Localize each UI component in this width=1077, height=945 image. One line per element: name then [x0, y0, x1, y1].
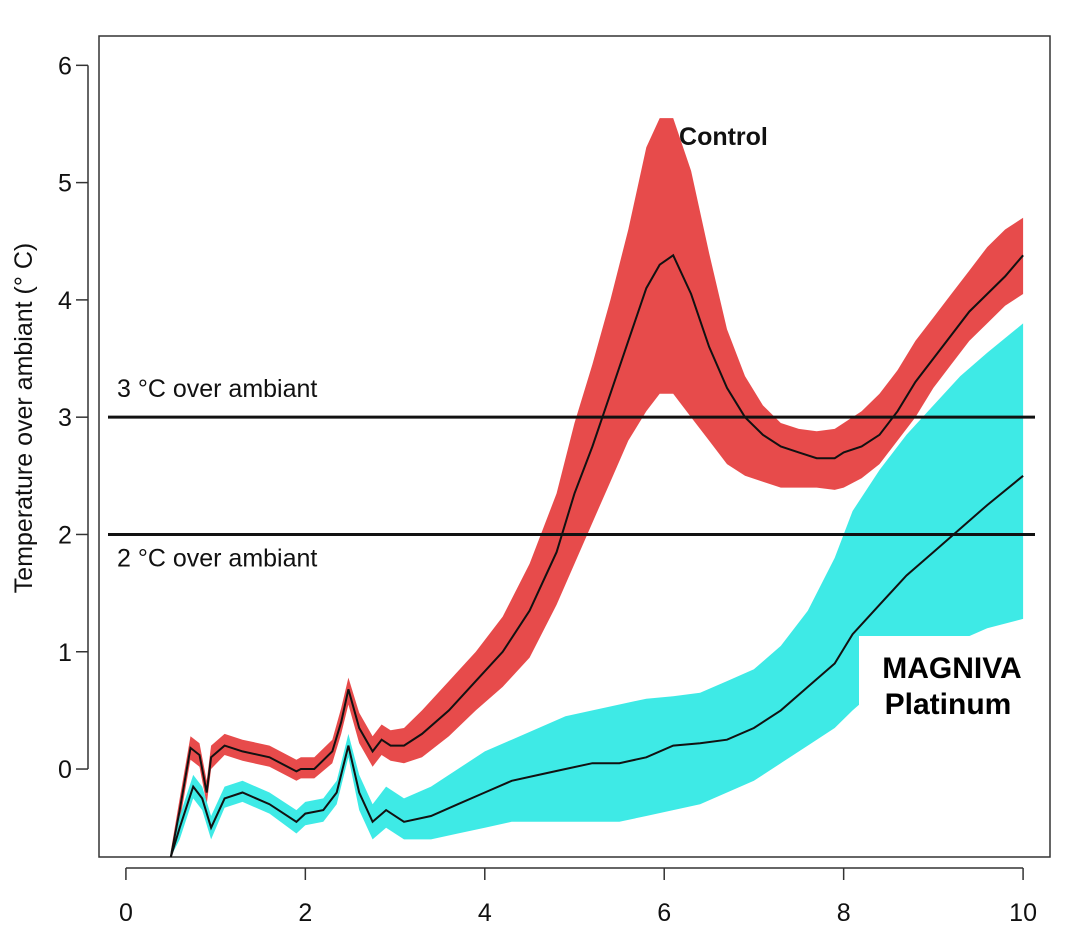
y-tick-label: 1 [58, 639, 72, 667]
reference-line-label: 2 °C over ambiant [117, 544, 317, 572]
plot-frame [98, 35, 1051, 858]
y-tick-label: 5 [58, 170, 72, 198]
x-tick-label: 2 [298, 899, 312, 927]
mean-lines [169, 253, 1024, 858]
y-tick-label: 2 [58, 521, 72, 549]
y-tick-label: 4 [58, 287, 72, 315]
y-axis: 0 1 2 3 4 5 6 [58, 52, 89, 784]
magniva-platinum-band [170, 323, 1024, 857]
reference-line-label: 3 °C over ambiant [117, 375, 317, 403]
reference-lines: 3 °C over ambiant 2 °C over ambiant [108, 375, 1035, 572]
magniva-label-background [859, 636, 1045, 726]
y-tick-label: 6 [58, 52, 72, 80]
control-band [170, 118, 1024, 858]
x-tick-label: 8 [837, 899, 851, 927]
control-mean-line [169, 253, 1024, 858]
y-axis-label: Temperature over ambiant (° C) [10, 243, 38, 593]
confidence-bands [170, 118, 1024, 858]
y-tick-label: 3 [58, 404, 72, 432]
x-tick-label: 10 [1009, 899, 1037, 927]
x-tick-label: 6 [657, 899, 671, 927]
magniva-label: MAGNIVA [882, 652, 1021, 685]
x-tick-label: 0 [119, 899, 133, 927]
magniva-platinum-mean-line [169, 475, 1024, 858]
x-axis: 0 2 4 6 8 10 [119, 867, 1037, 927]
x-tick-label: 4 [478, 899, 492, 927]
control-label: Control [679, 123, 768, 151]
platinum-label: Platinum [885, 688, 1012, 721]
y-tick-label: 0 [58, 756, 72, 784]
